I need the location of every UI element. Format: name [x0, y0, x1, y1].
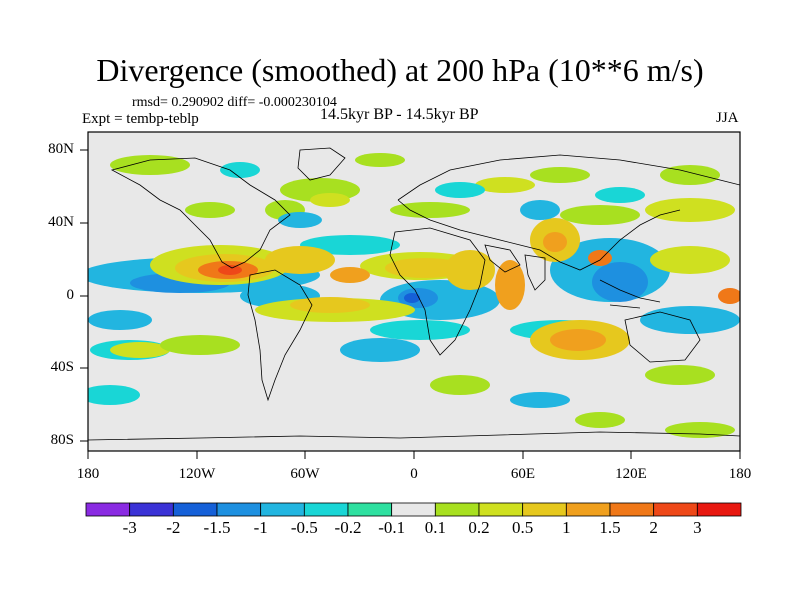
colorbar-box: [172, 502, 218, 517]
colorbar-box: [434, 502, 480, 517]
colorbar-box: [85, 502, 131, 517]
lon-label-0: 0: [410, 466, 418, 482]
divergence-field: [88, 153, 740, 438]
colorbar-label: 3: [693, 518, 702, 537]
lon-label-120e: 120E: [615, 466, 647, 482]
colorbar-box: [391, 502, 436, 517]
experiment-label: Expt = tembp-teblp: [82, 111, 199, 127]
lat-label-40n: 40N: [48, 214, 74, 230]
colorbar-label: -1.5: [203, 518, 231, 537]
colorbar-label: -3: [122, 518, 137, 537]
period-label: 14.5kyr BP - 14.5kyr BP: [320, 106, 479, 123]
colorbar-label: -0.5: [290, 518, 318, 537]
colorbar-box: [129, 502, 174, 517]
colorbar-label: 0.5: [512, 518, 534, 537]
colorbar-label: -0.1: [378, 518, 406, 537]
coastlines: [88, 147, 740, 441]
lon-label-60w: 60W: [290, 466, 320, 482]
lat-label-80s: 80S: [50, 432, 74, 448]
colorbar-label: 0.2: [468, 518, 490, 537]
lon-label-120w: 120W: [178, 466, 216, 482]
lat-label-80n: 80N: [48, 141, 74, 157]
lon-label-180w: 180: [76, 466, 100, 482]
colorbar-box: [303, 502, 349, 517]
colorbar-label: 2: [649, 518, 658, 537]
season-label: JJA: [716, 110, 739, 126]
colorbar-box: [653, 502, 698, 517]
lat-label-40s: 40S: [50, 359, 74, 375]
colorbar-label: -0.2: [334, 518, 362, 537]
colorbar-box: [260, 502, 305, 517]
colorbar-label: 1.5: [599, 518, 621, 537]
axis-ticks: [80, 149, 741, 459]
colorbar-label: 1: [562, 518, 571, 537]
colorbar-label: -2: [166, 518, 181, 537]
lon-label-60e: 60E: [510, 466, 536, 482]
colorbar-box: [478, 502, 524, 517]
colorbar-box: [565, 502, 611, 517]
colorbar-box: [216, 502, 262, 517]
rmsd-diff-stats: rmsd= 0.290902 diff= -0.000230104: [132, 95, 337, 110]
colorbar-box: [609, 502, 655, 517]
lon-label-180e: 180: [728, 466, 752, 482]
colorbar-box: [522, 502, 567, 517]
colorbar-label: -1: [253, 518, 268, 537]
colorbar-box: [347, 502, 393, 517]
plot-title: Divergence (smoothed) at 200 hPa (10**6 …: [96, 52, 704, 88]
colorbar-box: [696, 502, 742, 517]
lat-label-0: 0: [66, 287, 75, 303]
colorbar: [85, 502, 742, 517]
colorbar-label: 0.1: [424, 518, 446, 537]
